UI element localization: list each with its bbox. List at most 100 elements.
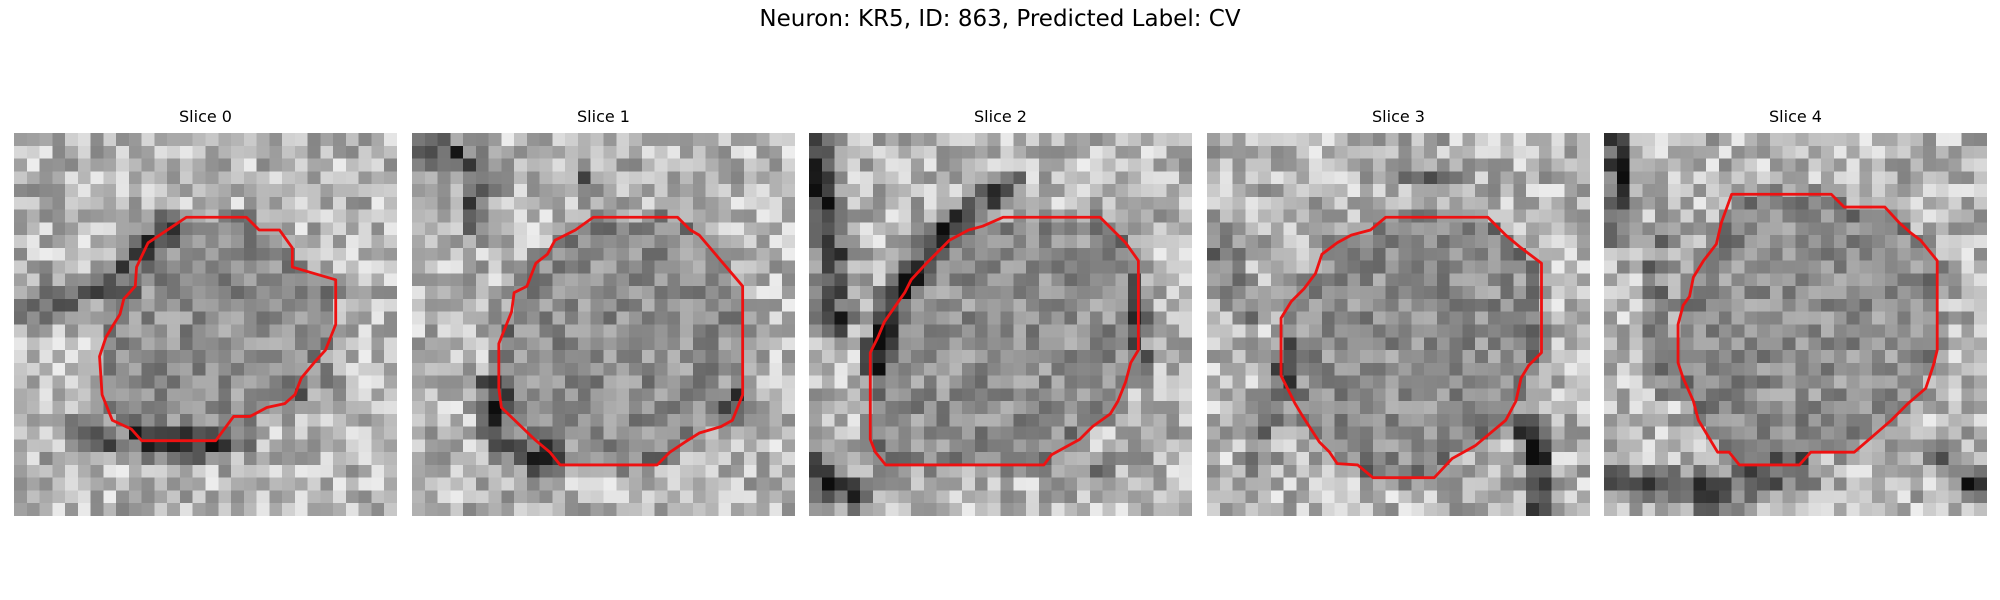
pixel xyxy=(1564,235,1578,249)
pixel xyxy=(1974,247,1987,261)
pixel xyxy=(743,247,757,261)
segmentation-contour xyxy=(868,215,1140,467)
pixel xyxy=(1680,260,1694,274)
pixel xyxy=(834,260,848,274)
pixel xyxy=(1564,158,1578,172)
pixel xyxy=(1232,171,1246,185)
pixel xyxy=(26,413,40,427)
pixel xyxy=(1948,145,1962,159)
pixel xyxy=(1974,413,1987,427)
pixel xyxy=(167,503,181,516)
pixel xyxy=(1897,477,1911,491)
pixel xyxy=(1897,184,1911,198)
pixel xyxy=(936,145,950,159)
pixel xyxy=(1207,362,1221,376)
pixel xyxy=(1923,209,1937,223)
pixel xyxy=(1038,503,1052,516)
pixel xyxy=(949,324,963,338)
pixel xyxy=(1718,260,1732,274)
pixel xyxy=(103,503,117,516)
pixel xyxy=(450,196,464,210)
pixel xyxy=(769,503,783,516)
pixel xyxy=(1629,222,1643,236)
pixel xyxy=(911,209,925,223)
pixel xyxy=(1153,388,1167,402)
pixel xyxy=(705,350,719,364)
pixel xyxy=(243,184,257,198)
pixel xyxy=(565,464,579,478)
pixel xyxy=(552,171,566,185)
pixel xyxy=(1219,401,1233,415)
pixel xyxy=(667,350,681,364)
pixel xyxy=(1706,464,1720,478)
pixel xyxy=(1629,388,1643,402)
pixel xyxy=(1680,209,1694,223)
pixel xyxy=(282,196,296,210)
pixel xyxy=(1526,196,1540,210)
pixel xyxy=(769,477,783,491)
pixel xyxy=(680,247,694,261)
pixel xyxy=(463,401,477,415)
pixel xyxy=(1475,196,1489,210)
pixel xyxy=(39,452,53,466)
pixel xyxy=(1013,133,1027,147)
pixel xyxy=(1296,196,1310,210)
pixel xyxy=(1026,133,1040,147)
pixel xyxy=(1604,464,1618,478)
pixel xyxy=(1513,273,1527,287)
pixel xyxy=(1526,464,1540,478)
pixel xyxy=(1102,222,1116,236)
pixel xyxy=(1526,286,1540,300)
pixel xyxy=(1038,247,1052,261)
pixel xyxy=(1833,209,1847,223)
pixel xyxy=(1974,401,1987,415)
pixel xyxy=(1859,503,1873,516)
pixel xyxy=(898,452,912,466)
pixel xyxy=(282,273,296,287)
pixel xyxy=(1629,247,1643,261)
pixel xyxy=(179,222,193,236)
pixel xyxy=(872,260,886,274)
pixel xyxy=(1872,298,1886,312)
pixel xyxy=(384,413,397,427)
pixel xyxy=(384,247,397,261)
pixel xyxy=(654,503,668,516)
pixel xyxy=(654,426,668,440)
pixel xyxy=(769,260,783,274)
pixel xyxy=(743,184,757,198)
pixel xyxy=(1604,452,1618,466)
pixel xyxy=(412,286,426,300)
pixel xyxy=(552,362,566,376)
pixel xyxy=(1153,401,1167,415)
pixel xyxy=(1296,477,1310,491)
pixel xyxy=(1102,439,1116,453)
pixel xyxy=(1642,133,1656,147)
pixel xyxy=(692,196,706,210)
pixel xyxy=(488,503,502,516)
pixel xyxy=(1974,184,1987,198)
pixel xyxy=(1859,388,1873,402)
pixel xyxy=(1475,311,1489,325)
pixel xyxy=(809,375,823,389)
pixel xyxy=(1411,413,1425,427)
pixel xyxy=(1089,413,1103,427)
pixel xyxy=(936,273,950,287)
pixel xyxy=(103,298,117,312)
pixel xyxy=(1718,133,1732,147)
pixel xyxy=(1321,145,1335,159)
pixel xyxy=(1153,260,1167,274)
pixel xyxy=(1258,337,1272,351)
pixel xyxy=(1153,350,1167,364)
pixel xyxy=(743,171,757,185)
pixel xyxy=(1897,490,1911,504)
pixel xyxy=(128,375,142,389)
pixel xyxy=(782,324,795,338)
pixel xyxy=(1680,337,1694,351)
pixel xyxy=(384,184,397,198)
pixel xyxy=(1757,452,1771,466)
pixel xyxy=(936,222,950,236)
pixel xyxy=(14,171,28,185)
pixel xyxy=(1872,311,1886,325)
pixel xyxy=(565,362,579,376)
pixel xyxy=(1616,145,1630,159)
